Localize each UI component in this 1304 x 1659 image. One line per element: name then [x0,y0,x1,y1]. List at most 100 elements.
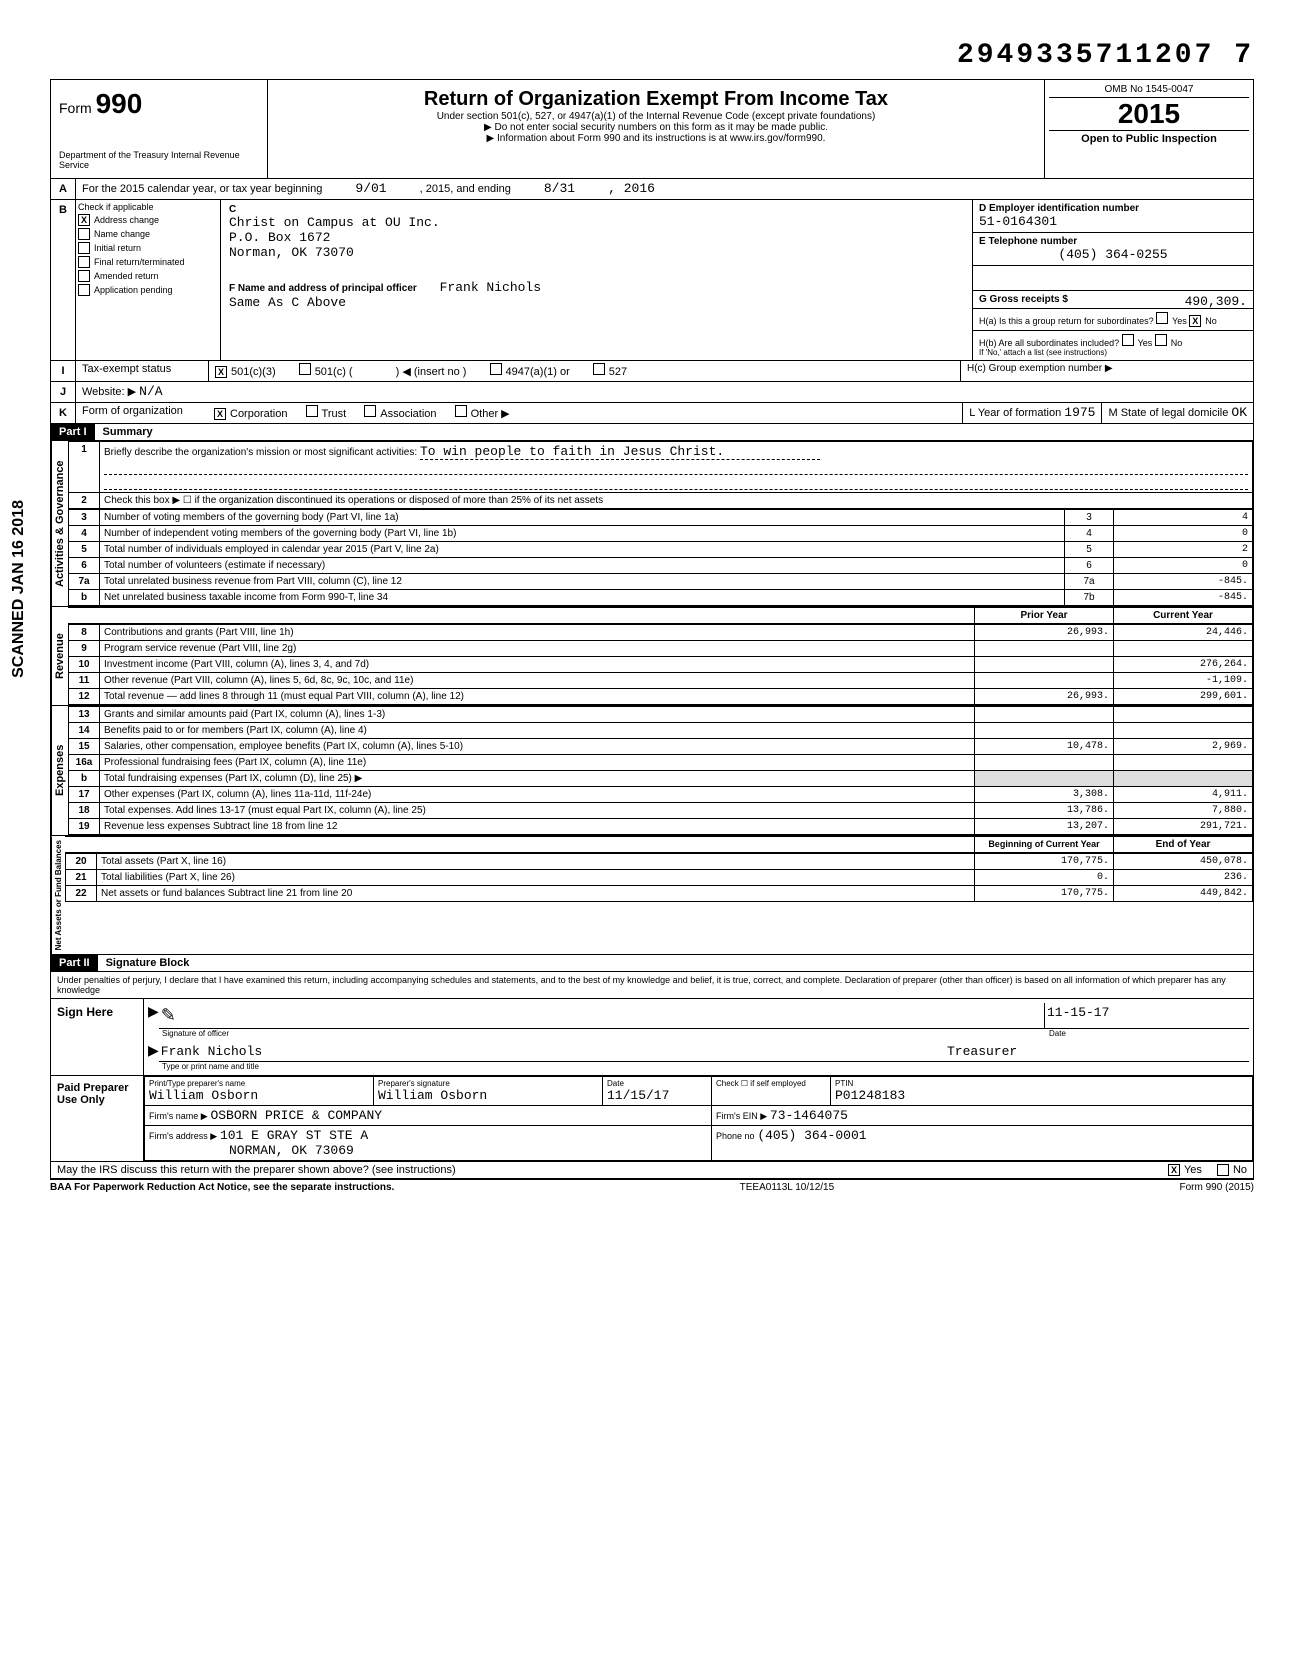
perjury-text: Under penalties of perjury, I declare th… [50,972,1254,999]
ha-no-checkbox[interactable]: X [1189,315,1201,327]
firm-addr2: NORMAN, OK 73069 [229,1143,354,1158]
table-row: 9Program service revenue (Part VIII, lin… [69,641,1253,657]
row-i: I Tax-exempt status X501(c)(3) 501(c) ( … [50,361,1254,382]
name-change-checkbox[interactable] [78,228,90,240]
table-row: 12Total revenue — add lines 8 through 11… [69,689,1253,705]
officer-name: Frank Nichols [440,280,541,295]
year-formation: 1975 [1064,405,1095,420]
side-expenses: Expenses [51,706,68,835]
website-value: N/A [139,384,162,399]
name-title-label: Type or print name and title [148,1062,1249,1071]
row-a-label: For the 2015 calendar year, or tax year … [82,183,322,195]
preparer-date: 11/15/17 [607,1088,669,1103]
g-label: G Gross receipts $ [979,294,1068,305]
table-row: 5Total number of individuals employed in… [69,542,1253,558]
table-row: 6Total number of volunteers (estimate if… [69,558,1253,574]
row-j: J Website: ▶ N/A [50,382,1254,403]
table-row: 20Total assets (Part X, line 16)170,775.… [66,854,1253,870]
initial-return-checkbox[interactable] [78,242,90,254]
year-begin: 9/01 [355,181,386,196]
year-formation-label: L Year of formation [969,407,1061,419]
table-row: 4Number of independent voting members of… [69,526,1253,542]
e-label: E Telephone number [979,236,1247,247]
527-checkbox[interactable] [593,363,605,375]
discuss-no-checkbox[interactable] [1217,1164,1229,1176]
discuss-yes-checkbox[interactable]: X [1168,1164,1180,1176]
final-return-checkbox[interactable] [78,256,90,268]
sign-here-label: Sign Here [51,999,143,1075]
tax-exempt-label: Tax-exempt status [76,361,209,381]
website-label: Website: ▶ [82,386,136,398]
501c3-checkbox[interactable]: X [215,366,227,378]
4947-checkbox[interactable] [490,363,502,375]
table-row: 11Other revenue (Part VIII, column (A), … [69,673,1253,689]
f-label: F Name and address of principal officer [229,283,417,294]
table-row: 13Grants and similar amounts paid (Part … [69,707,1253,723]
preparer-name: William Osborn [149,1088,258,1103]
prior-year-header: Prior Year [975,608,1114,624]
form-header: Form 990 Department of the Treasury Inte… [50,79,1254,179]
application-pending-checkbox[interactable] [78,284,90,296]
sign-date: 11-15-17 [1047,1005,1109,1020]
table-row: 8Contributions and grants (Part VIII, li… [69,625,1253,641]
assoc-checkbox[interactable] [364,405,376,417]
sig-date-label: Date [1049,1029,1249,1038]
hc-label: H(c) Group exemption number ▶ [960,361,1253,381]
ha-label: H(a) Is this a group return for subordin… [979,316,1154,326]
baa-notice: BAA For Paperwork Reduction Act Notice, … [50,1182,394,1193]
side-revenue: Revenue [51,607,68,705]
ha-yes-checkbox[interactable] [1156,312,1168,324]
hb-yes-checkbox[interactable] [1122,334,1134,346]
org-addr1: P.O. Box 1672 [229,230,964,245]
address-change-checkbox[interactable]: X [78,214,90,226]
telephone: (405) 364-0255 [979,247,1247,262]
year-end-year: , 2016 [608,181,655,196]
officer-title: Treasurer [945,1042,1249,1062]
table-row: 3Number of voting members of the governi… [69,510,1253,526]
line2: Check this box ▶ ☐ if the organization d… [100,493,1253,509]
part-i-header: Part I [51,424,95,440]
footer-form: Form 990 (2015) [1180,1182,1254,1193]
hb-no-checkbox[interactable] [1155,334,1167,346]
gross-receipts: 490,309. [1185,294,1247,309]
row-k: K Form of organization XCorporation Trus… [50,403,1254,424]
table-row: 22Net assets or fund balances Subtract l… [66,886,1253,902]
corp-checkbox[interactable]: X [214,408,226,420]
table-row: 7aTotal unrelated business revenue from … [69,574,1253,590]
trust-checkbox[interactable] [306,405,318,417]
table-row: 18Total expenses. Add lines 13-17 (must … [69,803,1253,819]
sig-officer-label: Signature of officer [148,1029,1049,1038]
state-domicile: OK [1231,405,1247,420]
table-row: 16aProfessional fundraising fees (Part I… [69,755,1253,771]
part-ii-header: Part II [51,955,98,971]
mission-label: Briefly describe the organization's miss… [104,447,417,458]
mission-value: To win people to faith in Jesus Christ. [420,444,820,460]
current-year-header: Current Year [1114,608,1253,624]
side-net: Net Assets or Fund Balances [51,836,65,954]
other-checkbox[interactable] [455,405,467,417]
amended-return-checkbox[interactable] [78,270,90,282]
footer-code: TEEA0113L 10/12/15 [740,1182,835,1193]
table-row: bNet unrelated business taxable income f… [69,590,1253,606]
form-org-label: Form of organization [76,403,208,423]
table-row: 15Salaries, other compensation, employee… [69,739,1253,755]
begin-year-header: Beginning of Current Year [975,837,1114,853]
row-a: A For the 2015 calendar year, or tax yea… [50,179,1254,200]
officer-name-print: Frank Nichols [159,1042,945,1062]
open-public: Open to Public Inspection [1049,130,1249,145]
table-row: 10Investment income (Part VIII, column (… [69,657,1253,673]
officer-addr: Same As C Above [229,295,964,310]
firm-name: OSBORN PRICE & COMPANY [210,1108,382,1123]
part-ii-title: Signature Block [98,957,190,969]
check-if-applicable: Check if applicable [78,202,218,212]
d-label: D Employer identification number [979,203,1247,214]
end-year-header: End of Year [1114,837,1253,853]
table-row: 21Total liabilities (Part X, line 26)0.2… [66,870,1253,886]
firm-phone: (405) 364-0001 [757,1128,866,1143]
501c-checkbox[interactable] [299,363,311,375]
subtitle-1: Under section 501(c), 527, or 4947(a)(1)… [276,111,1036,122]
org-name: Christ on Campus at OU Inc. [229,215,964,230]
side-governance: Activities & Governance [51,441,68,606]
hb-label: H(b) Are all subordinates included? [979,338,1119,348]
discuss-question: May the IRS discuss this return with the… [57,1164,1168,1176]
